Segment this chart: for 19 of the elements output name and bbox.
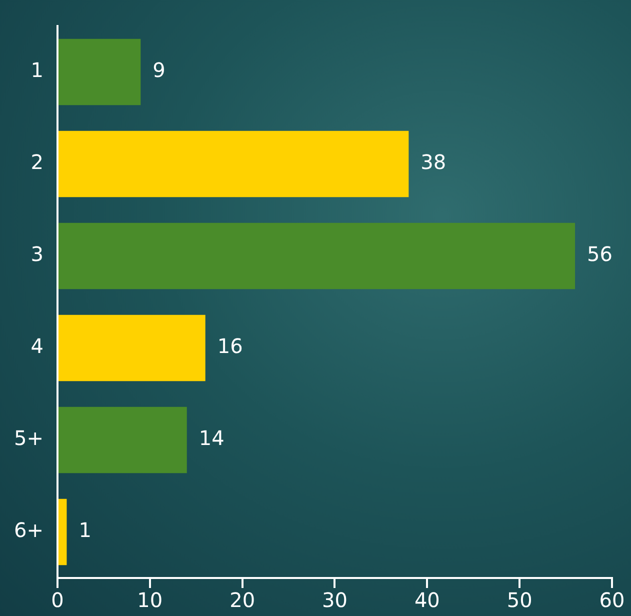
data-label: 14	[198, 426, 224, 450]
data-label: 38	[420, 150, 446, 174]
y-tick-label: 5+	[14, 426, 44, 450]
x-tick-label: 60	[599, 588, 625, 612]
x-tick-label: 30	[322, 588, 348, 612]
y-tick-label: 3	[30, 242, 44, 266]
y-tick-label: 1	[30, 58, 44, 82]
x-tick-label: 20	[230, 588, 256, 612]
x-tick-label: 50	[506, 588, 532, 612]
data-label: 16	[217, 334, 243, 358]
y-tick-label: 6+	[14, 518, 44, 542]
data-label: 56	[587, 242, 612, 266]
x-tick-label: 40	[414, 588, 440, 612]
y-tick-label: 4	[30, 334, 44, 358]
x-tick-label: 10	[137, 588, 163, 612]
y-tick-label: 2	[30, 150, 44, 174]
data-label: 9	[152, 58, 166, 82]
x-tick-label: 0	[51, 588, 64, 612]
data-label: 1	[78, 518, 92, 542]
